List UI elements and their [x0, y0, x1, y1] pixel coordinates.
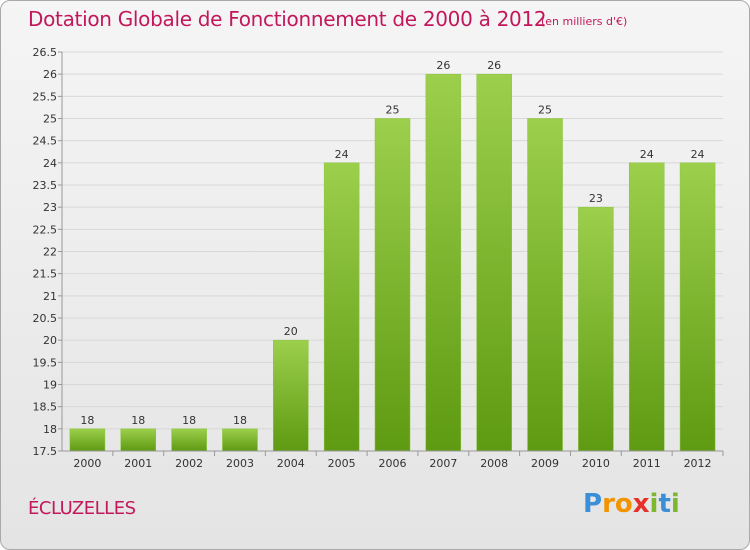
- bar: [222, 428, 258, 452]
- y-tick-label: 23.5: [33, 179, 58, 192]
- bar-value-label: 24: [640, 148, 654, 161]
- x-tick-label: 2005: [328, 457, 356, 470]
- bar-value-label: 20: [284, 325, 298, 338]
- x-tick-label: 2010: [582, 457, 610, 470]
- commune-name: ÉCLUZELLES: [28, 498, 136, 519]
- proxiti-logo: Proxiti: [583, 489, 680, 519]
- y-tick-label: 24.5: [33, 135, 58, 148]
- value-labels: 18 18 18 18 20 24 25 26 26 25 23 24 24: [80, 59, 704, 427]
- y-tick-label: 22: [43, 246, 57, 259]
- bar: [628, 162, 665, 452]
- bar-value-label: 18: [131, 414, 145, 427]
- bar-value-label: 25: [538, 104, 552, 117]
- x-tick-label: 2004: [277, 457, 305, 470]
- bar: [425, 73, 462, 452]
- bar: [69, 428, 106, 452]
- y-tick-label: 26.5: [33, 46, 58, 59]
- bar: [476, 73, 512, 452]
- x-tick-label: 2008: [480, 457, 508, 470]
- y-tick-label: 23: [43, 201, 57, 214]
- x-tick-label: 2009: [531, 457, 559, 470]
- bars: [69, 73, 716, 452]
- axes: [61, 52, 723, 452]
- bar-value-label: 18: [182, 414, 196, 427]
- bar: [171, 428, 207, 452]
- unit-note: (en milliers d'€): [541, 15, 628, 28]
- logo-letter: P: [583, 489, 603, 519]
- y-tick-label: 19.5: [33, 356, 58, 369]
- bar: [578, 206, 614, 452]
- chart-title: Dotation Globale de Fonctionnement de 20…: [28, 7, 547, 31]
- x-tick-label: 2000: [73, 457, 101, 470]
- bar: [679, 162, 716, 452]
- y-tick-label: 24: [43, 157, 57, 170]
- y-tick-label: 25: [43, 113, 57, 126]
- bar: [374, 118, 411, 452]
- bar-value-label: 24: [691, 148, 705, 161]
- bar-value-label: 25: [386, 104, 400, 117]
- x-tick-label: 2003: [226, 457, 254, 470]
- y-tick-label: 21: [43, 290, 57, 303]
- y-tick-label: 22.5: [33, 223, 58, 236]
- bar-value-label: 18: [80, 414, 94, 427]
- bar: [120, 428, 157, 452]
- y-tick-label: 20: [43, 334, 57, 347]
- y-tick-label: 18: [43, 423, 57, 436]
- bar-value-label: 26: [436, 59, 450, 72]
- x-tick-label: 2006: [379, 457, 407, 470]
- y-tick-label: 20.5: [33, 312, 58, 325]
- logo-letter: o: [614, 489, 633, 519]
- x-axis-ticks: 2000 2001 2002 2003 2004 2005 2006 2007 2008 2009…: [73, 451, 724, 470]
- bar: [527, 118, 563, 452]
- logo-letter: i: [670, 489, 680, 519]
- logo-letter: r: [602, 489, 615, 519]
- x-tick-label: 2001: [124, 457, 152, 470]
- logo-letter: t: [658, 489, 671, 519]
- bar: [323, 162, 360, 452]
- x-tick-label: 2011: [633, 457, 661, 470]
- y-tick-label: 26: [43, 68, 57, 81]
- x-tick-label: 2002: [175, 457, 203, 470]
- y-axis-ticks: 17.5 18 18.5 19 19.5 20 20.5 21 21.5 22 22.5 23 23.5…: [33, 46, 62, 458]
- x-tick-label: 2007: [429, 457, 457, 470]
- y-tick-label: 17.5: [33, 445, 58, 458]
- y-tick-label: 19: [43, 379, 57, 392]
- y-tick-label: 25.5: [33, 90, 58, 103]
- bar-chart: 17.5 18 18.5 19 19.5 20 20.5 21 21.5 22 22.5 23 23.5…: [33, 46, 724, 470]
- bar-value-label: 23: [589, 192, 603, 205]
- logo-letter: x: [632, 489, 650, 519]
- bar: [273, 339, 309, 452]
- bar-value-label: 24: [335, 148, 349, 161]
- y-tick-label: 18.5: [33, 401, 58, 414]
- bar-value-label: 26: [487, 59, 501, 72]
- x-tick-label: 2012: [684, 457, 712, 470]
- y-tick-label: 21.5: [33, 268, 58, 281]
- bar-value-label: 18: [233, 414, 247, 427]
- logo-letter: i: [649, 489, 659, 519]
